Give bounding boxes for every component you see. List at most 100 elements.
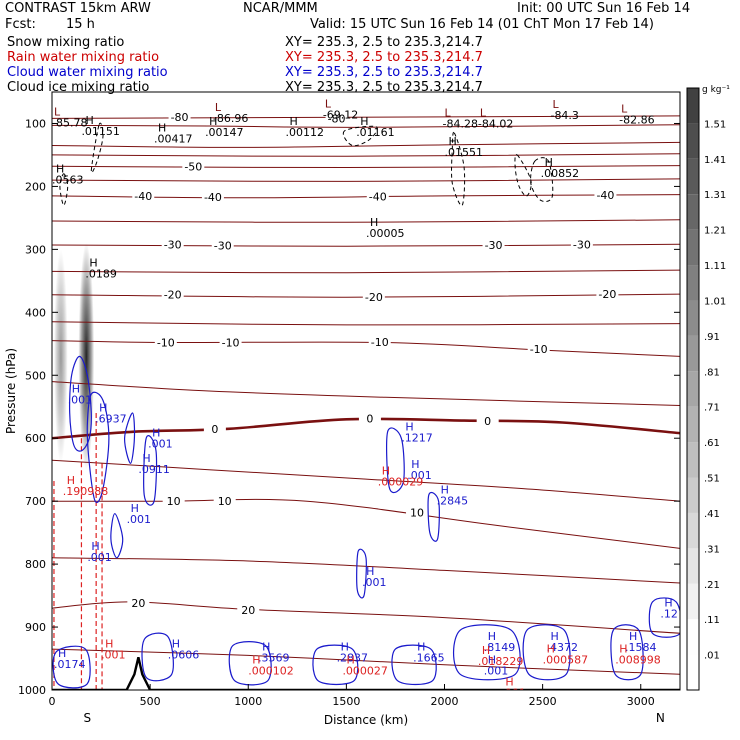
temperature-contour-label: 10 <box>218 495 232 508</box>
cloud-water-contour <box>141 632 174 682</box>
x-tick-label: 0 <box>49 695 56 708</box>
high-value: .001 <box>101 649 126 662</box>
temperature-contour-label: 0 <box>484 415 491 428</box>
colorbar-label: 1.51 <box>704 119 726 130</box>
temperature-contour-label: -40 <box>134 190 152 203</box>
y-tick-label: 900 <box>25 621 46 634</box>
high-value: .0174 <box>54 658 86 671</box>
colorbar-segment <box>687 442 699 478</box>
high-marker: H <box>91 540 99 553</box>
colorbar-frame <box>686 87 700 691</box>
temperature-contour-label: -40 <box>596 189 614 202</box>
contour-label-bg <box>168 111 191 124</box>
cloud-water-contour <box>391 644 437 686</box>
endpoint-label: S <box>84 711 92 725</box>
colorbar-label: 1.01 <box>704 296 726 307</box>
temperature-contour-label: -40 <box>369 190 387 203</box>
y-axis-label: Pressure (hPa) <box>4 348 18 434</box>
y-tick-label: 600 <box>25 432 46 445</box>
temperature-contour-label: -30 <box>573 238 591 251</box>
contour-label-bg <box>482 238 505 251</box>
high-marker: H <box>142 452 150 465</box>
colorbar-label: 1.41 <box>704 155 726 166</box>
contour-label-bg <box>203 422 226 435</box>
y-tick-label: 500 <box>25 369 46 382</box>
high-marker: H <box>341 641 349 654</box>
high-marker: H <box>89 257 97 270</box>
colorbar-segment <box>687 477 699 513</box>
high-value: .000102 <box>248 664 294 677</box>
high-marker: H <box>131 502 139 515</box>
colorbar-label: 1.11 <box>704 261 726 272</box>
high-marker: H <box>441 483 449 496</box>
high-value: .008998 <box>615 654 661 667</box>
temperature-contour-label: 10 <box>410 506 424 519</box>
high-value: .190988 <box>63 485 108 498</box>
low-marker: L <box>325 97 332 110</box>
temperature-contour-label: -40 <box>204 191 222 204</box>
low-marker: L <box>552 98 559 111</box>
contour-label-bg <box>527 342 550 355</box>
temperature-contour-label: 20 <box>131 597 145 610</box>
high-value: .001 <box>407 469 432 482</box>
high-value: .001 <box>362 576 387 589</box>
high-marker: H <box>290 115 298 128</box>
high-marker: H <box>629 630 637 643</box>
high-marker: H <box>551 630 559 643</box>
colorbar-label: 1.21 <box>704 226 726 237</box>
cloud-water-contour <box>648 597 680 638</box>
contour-label-bg <box>476 415 499 428</box>
high-value: .0563 <box>52 173 84 186</box>
x-axis-label: Distance (km) <box>324 713 408 727</box>
cloud-water-contour <box>110 513 124 559</box>
contour-label-bg <box>154 336 177 349</box>
temperature-contour <box>52 269 680 274</box>
high-marker: H <box>262 641 270 654</box>
high-marker: H <box>545 156 553 169</box>
high-value: .0189 <box>85 268 117 281</box>
high-value: .001 <box>127 513 152 526</box>
field-xy-rain: XY= 235.3, 2.5 to 235.3,214.7 <box>285 50 483 65</box>
high-marker: H <box>488 630 496 643</box>
high-marker: H <box>547 643 555 656</box>
high-marker: H <box>488 653 496 666</box>
high-marker: H <box>619 643 627 656</box>
temperature-contour-label: -20 <box>164 289 182 302</box>
colorbar-segment <box>687 406 699 443</box>
contour-label-bg <box>325 112 348 125</box>
contour-label-bg <box>594 189 617 202</box>
plot-area: -80 -80 -50 -40 -40 -40 -40 -30 -30 -30 -30 -20 -20 -… <box>52 97 680 699</box>
contour-label-bg <box>132 189 155 202</box>
low-marker: L <box>621 102 628 115</box>
contour-label-bg <box>161 288 184 301</box>
colorbar-segment <box>687 158 699 195</box>
low-value: -84.3 <box>550 109 578 122</box>
high-value: .001 <box>501 686 525 699</box>
high-value: .2845 <box>437 494 469 507</box>
field-xy-snow: XY= 235.3, 2.5 to 235.3,214.7 <box>285 35 483 50</box>
contour-label-bg <box>127 597 150 610</box>
high-marker: H <box>360 115 368 128</box>
high-value: .2837 <box>337 652 369 665</box>
temperature-contour <box>52 178 680 182</box>
cloud-water-contour <box>386 427 405 494</box>
temperature-contour-label: 0 <box>366 413 373 426</box>
cloud-water-contour <box>312 644 359 686</box>
temperature-contour <box>52 557 680 584</box>
contour-label-bg <box>201 191 224 204</box>
temperature-contour-label: 0 <box>211 423 218 436</box>
high-value: .4372 <box>547 641 579 654</box>
colorbar-label: .71 <box>704 403 720 414</box>
high-value: .0606 <box>168 649 200 662</box>
x-tick-label: 3000 <box>627 695 655 708</box>
cloud-water-contour <box>610 624 644 681</box>
x-tick-label: 500 <box>140 695 161 708</box>
colorbar-segment <box>687 194 699 230</box>
cloud-water-contour <box>228 641 272 686</box>
high-marker: H <box>482 644 490 657</box>
endpoint-label: N <box>656 711 665 725</box>
temperature-contour-label: -10 <box>222 337 240 350</box>
temperature-contour-label: 20 <box>241 604 255 617</box>
high-value: .000027 <box>342 664 388 677</box>
